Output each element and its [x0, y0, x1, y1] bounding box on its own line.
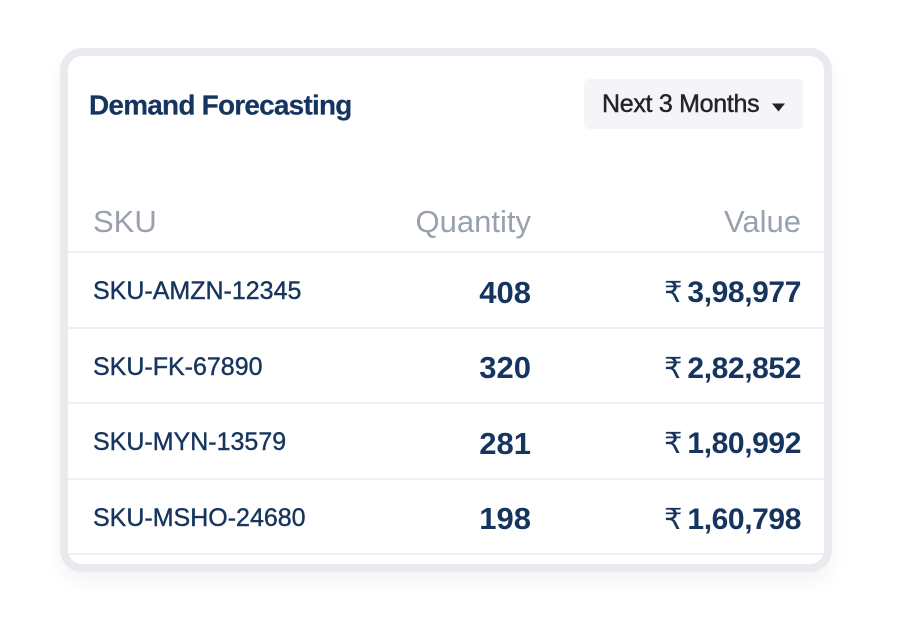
rupee-symbol: ₹: [663, 275, 683, 310]
rupee-symbol: ₹: [663, 350, 683, 385]
table-row[interactable]: SKU-MYN-13579 281 ₹1,80,992: [68, 404, 824, 480]
period-selector-dropdown[interactable]: Next 3 Months: [584, 79, 803, 129]
value-cell: ₹3,98,977: [531, 269, 801, 310]
column-header-quantity: Quantity: [415, 204, 531, 239]
value-amount: 2,82,852: [687, 351, 801, 385]
rupee-symbol: ₹: [663, 426, 683, 461]
card-header: Demand Forecasting Next 3 Months: [68, 56, 824, 129]
value-cell: ₹2,82,852: [531, 345, 801, 386]
period-selector-label: Next 3 Months: [602, 89, 760, 118]
quantity-cell: 408: [479, 274, 531, 310]
value-amount: 3,98,977: [687, 276, 801, 310]
sku-cell: SKU-FK-67890: [93, 352, 263, 381]
quantity-cell: 281: [479, 425, 531, 461]
column-header-value: Value: [724, 204, 801, 239]
quantity-cell: 320: [479, 350, 531, 386]
rupee-symbol: ₹: [663, 501, 683, 536]
demand-forecasting-card: Demand Forecasting Next 3 Months SKU Qua…: [60, 48, 832, 572]
value-amount: 1,60,798: [687, 502, 801, 536]
table-body: SKU-AMZN-12345 408 ₹3,98,977 SKU-FK-6789…: [68, 253, 824, 555]
table-row[interactable]: SKU-AMZN-12345 408 ₹3,98,977: [68, 253, 824, 329]
sku-cell: SKU-MSHO-24680: [93, 503, 306, 532]
sku-cell: SKU-MYN-13579: [93, 428, 287, 457]
table-header-row: SKU Quantity Value: [68, 193, 824, 253]
value-amount: 1,80,992: [687, 427, 801, 461]
quantity-cell: 198: [479, 501, 531, 537]
table-row[interactable]: SKU-FK-67890 320 ₹2,82,852: [68, 329, 824, 404]
card-title: Demand Forecasting: [89, 89, 353, 121]
sku-cell: SKU-AMZN-12345: [93, 277, 302, 306]
chevron-down-icon: [771, 100, 786, 111]
forecast-table: SKU Quantity Value SKU-AMZN-12345 408 ₹3…: [68, 193, 824, 555]
value-cell: ₹1,60,798: [531, 496, 801, 537]
table-row[interactable]: SKU-MSHO-24680 198 ₹1,60,798: [68, 480, 824, 555]
value-cell: ₹1,80,992: [531, 420, 801, 461]
column-header-sku: SKU: [93, 204, 157, 239]
